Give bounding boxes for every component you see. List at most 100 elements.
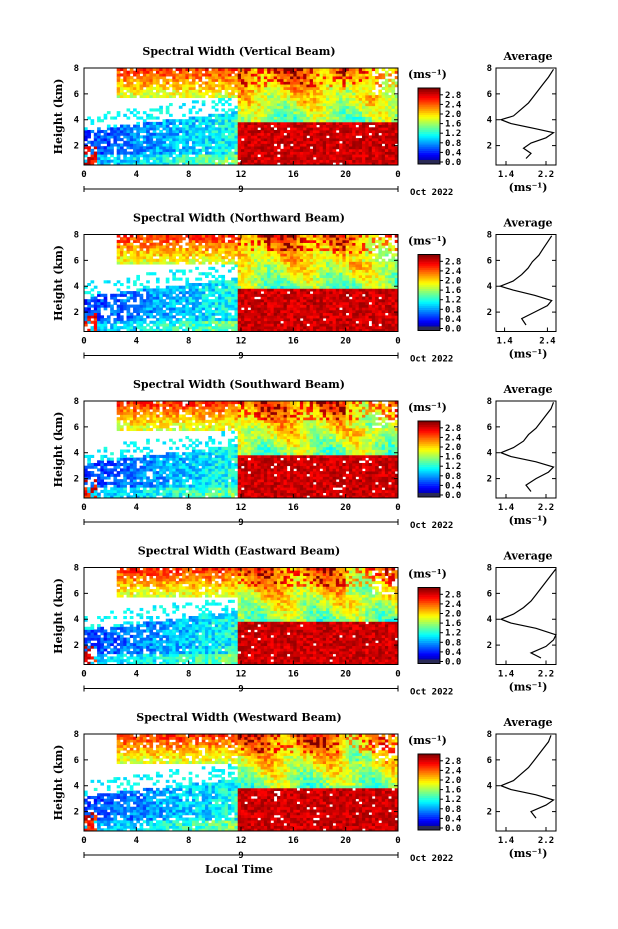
heatmap-cell <box>326 124 330 128</box>
heatmap-cell <box>394 97 399 101</box>
heatmap-cell <box>250 143 255 147</box>
heatmap-cell <box>322 121 327 125</box>
heatmap-cell <box>185 326 190 330</box>
heatmap-cell <box>234 162 239 166</box>
heatmap-cell <box>211 154 216 158</box>
heatmap-cell <box>201 119 206 123</box>
heatmap-cell <box>254 143 258 147</box>
heatmap-cell <box>322 116 327 120</box>
heatmap-cell <box>136 239 140 243</box>
heatmap-cell <box>263 143 268 147</box>
heatmap-cell <box>155 68 160 72</box>
heatmap-cell <box>290 103 294 107</box>
heatmap-cell <box>312 81 317 85</box>
heatmap-cell <box>152 86 157 90</box>
heatmap-cell <box>97 146 101 150</box>
heatmap-cell <box>244 119 248 123</box>
heatmap-cell <box>312 84 317 88</box>
heatmap-cell <box>119 159 124 163</box>
heatmap-cell <box>342 162 347 166</box>
heatmap-cell <box>280 237 284 241</box>
heatmap-cell <box>113 309 118 314</box>
heatmap-cell <box>208 318 212 322</box>
heatmap-cell <box>139 116 144 120</box>
heatmap-cell <box>208 78 212 82</box>
heatmap-cell <box>375 138 379 142</box>
heatmap-cell <box>270 100 275 104</box>
heatmap-cell <box>358 159 363 163</box>
heatmap-cell <box>276 97 281 101</box>
heatmap-cell <box>165 105 170 109</box>
heatmap-cell <box>296 258 301 262</box>
heatmap-cell <box>270 86 275 90</box>
heatmap-cell <box>195 323 199 327</box>
heatmap-cell <box>221 304 226 308</box>
heatmap-cell <box>329 97 333 101</box>
heatmap-cell <box>273 293 278 297</box>
heatmap-cell <box>152 73 157 77</box>
heatmap-cell <box>267 92 271 96</box>
heatmap-cell <box>309 151 314 155</box>
heatmap-cell <box>312 307 317 311</box>
heatmap-cell <box>234 111 239 115</box>
heatmap-cell <box>319 301 324 305</box>
heatmap-cell <box>123 92 127 96</box>
heatmap-cell <box>267 127 271 131</box>
heatmap-cell <box>303 272 307 276</box>
heatmap-cell <box>191 140 196 144</box>
heatmap-cell <box>188 159 193 163</box>
heatmap-cell <box>384 78 389 82</box>
heatmap-cell <box>355 113 360 117</box>
heatmap-cell <box>178 307 183 311</box>
heatmap-cell <box>319 242 324 246</box>
heatmap-cell <box>312 124 317 128</box>
heatmap-cell <box>299 73 304 77</box>
heatmap-cell <box>165 132 170 136</box>
heatmap-cell <box>247 253 252 257</box>
heatmap-cell <box>221 135 226 139</box>
heatmap-cell <box>247 285 252 289</box>
heatmap-cell <box>139 154 144 158</box>
heatmap-cell <box>263 239 268 243</box>
heatmap-cell <box>162 253 167 257</box>
heatmap-cell <box>319 159 324 163</box>
heatmap-cell <box>319 247 324 252</box>
heatmap-cell <box>319 127 324 131</box>
heatmap-cell <box>260 312 265 316</box>
heatmap-cell <box>231 323 235 327</box>
heatmap-cell <box>116 256 121 260</box>
heatmap-cell <box>312 280 317 284</box>
heatmap-cell <box>332 124 337 128</box>
heatmap-cell <box>231 304 235 308</box>
heatmap-cell <box>247 108 252 112</box>
heatmap-cell <box>244 146 248 150</box>
heatmap-cell <box>100 154 105 158</box>
heatmap-cell <box>322 247 327 252</box>
heatmap-cell <box>211 70 216 74</box>
heatmap-cell <box>142 162 147 166</box>
heatmap-cell <box>201 148 206 152</box>
heatmap-cell <box>309 127 314 131</box>
heatmap-cell <box>237 326 242 330</box>
heatmap-cell <box>133 92 137 96</box>
heatmap-cell <box>257 119 262 123</box>
heatmap-cell <box>368 146 373 150</box>
heatmap-cell <box>283 304 288 308</box>
heatmap-cell <box>241 78 245 82</box>
heatmap-cell <box>198 162 203 166</box>
heatmap-cell <box>149 81 154 85</box>
heatmap-cell <box>358 121 363 125</box>
heatmap-cell <box>299 269 304 273</box>
heatmap-cell <box>332 108 337 112</box>
heatmap-cell <box>296 103 301 107</box>
heatmap-cell <box>211 86 216 90</box>
heatmap-cell <box>303 253 307 257</box>
heatmap-cell <box>290 312 294 316</box>
heatmap-cell <box>303 264 307 268</box>
heatmap-cell <box>198 140 203 144</box>
heatmap-cell <box>97 129 101 134</box>
heatmap-cell <box>178 323 183 327</box>
heatmap-cell <box>273 318 278 322</box>
heatmap-cell <box>254 253 258 257</box>
heatmap-cell <box>267 105 271 109</box>
